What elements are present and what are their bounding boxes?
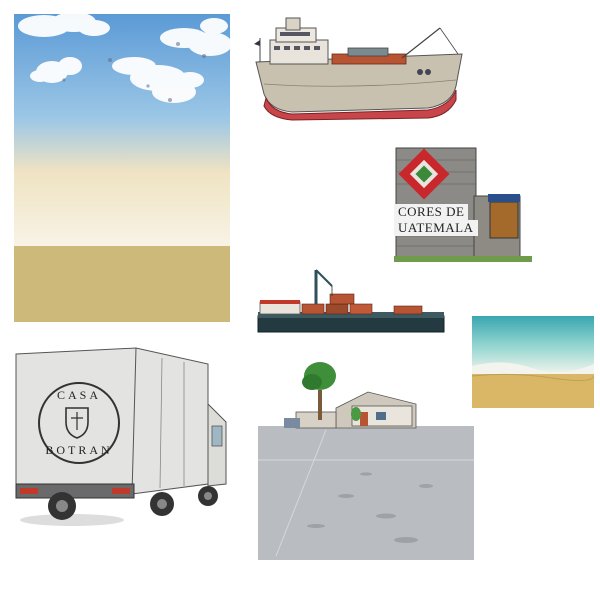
pavement-area: [258, 426, 474, 560]
sand-area: [14, 246, 230, 322]
sky-sand-drawing: [14, 14, 230, 322]
sign-line-2: UATEMALA: [394, 220, 478, 236]
beach-sand-area: [472, 374, 594, 408]
lot-drawing: [258, 362, 474, 560]
beach-drawing: [472, 316, 594, 408]
sky-sand-illustration: [14, 14, 230, 322]
clouds: [18, 14, 230, 103]
shield-crest-icon: [65, 407, 89, 439]
logo-top-word: CASA: [56, 388, 101, 402]
warehouse-sign-illustration: CORES DE UATEMALA: [394, 146, 534, 266]
logo-bottom-word: BOTRAN: [45, 443, 113, 457]
ship-drawing: [254, 17, 463, 121]
container-barge-illustration: [256, 264, 446, 336]
beach-illustration: [472, 316, 594, 408]
delivery-truck-illustration: CASA BOTRAN: [12, 344, 234, 534]
sky-area: [14, 14, 230, 246]
sign-line-1: CORES DE: [394, 204, 469, 220]
parking-lot-illustration: [256, 356, 476, 560]
barge-drawing: [257, 269, 445, 333]
building-drawing: [394, 147, 532, 262]
truck-logo-badge: CASA BOTRAN: [38, 382, 120, 464]
cargo-ship-illustration: [252, 14, 464, 122]
